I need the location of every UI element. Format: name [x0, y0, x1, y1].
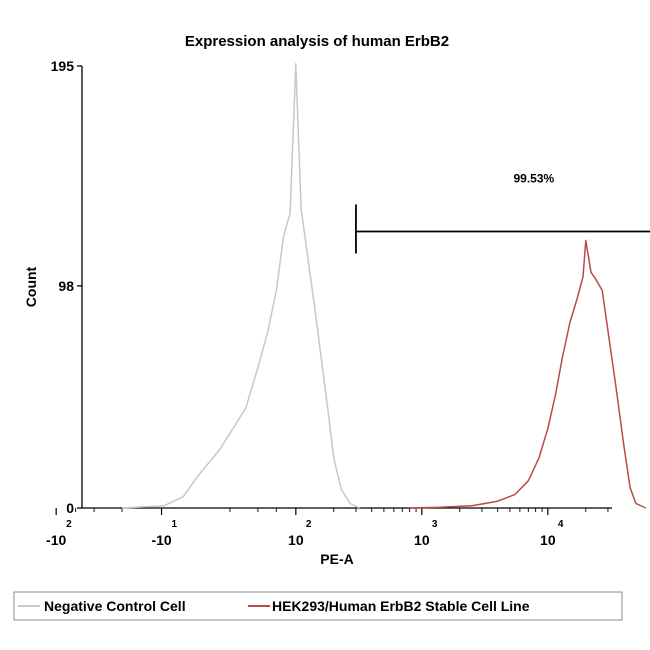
y-tick-label: 0 — [66, 500, 74, 516]
series-line-1 — [121, 62, 360, 509]
chart-title: Expression analysis of human ErbB2 — [185, 33, 449, 50]
x-axis-label: PE-A — [320, 551, 353, 567]
x-tick-exponent: 2 — [66, 519, 72, 530]
x-tick-exponent: 3 — [432, 519, 438, 530]
y-tick-label: 98 — [58, 278, 74, 294]
series-line-2 — [409, 239, 647, 509]
x-tick-exponent: 4 — [558, 519, 564, 530]
x-tick-exponent: 1 — [172, 519, 178, 530]
legend-label-2: HEK293/Human ErbB2 Stable Cell Line — [272, 598, 530, 614]
x-tick-base: -10 — [46, 532, 66, 548]
x-tick-base: -10 — [151, 532, 171, 548]
x-tick-base: 10 — [414, 532, 430, 548]
x-tick-base: 10 — [288, 532, 304, 548]
legend-label-1: Negative Control Cell — [44, 598, 186, 614]
legend-box — [13, 591, 623, 621]
legend: Negative Control Cell HEK293/Human ErbB2 … — [13, 591, 623, 621]
x-tick-exponent: 2 — [306, 519, 312, 530]
y-tick-label: 195 — [51, 58, 75, 74]
x-tick-base: 10 — [540, 532, 556, 548]
y-axis-label: Count — [23, 266, 39, 307]
gate-label: 99.53% — [514, 171, 555, 185]
